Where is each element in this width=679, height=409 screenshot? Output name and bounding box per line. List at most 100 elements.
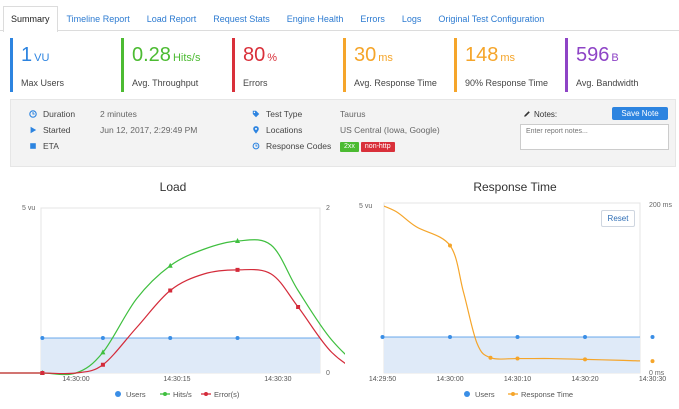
hits-point	[167, 262, 173, 268]
legend-users-marker	[115, 391, 121, 397]
errors-point	[40, 371, 45, 375]
started-value: Jun 12, 2017, 2:29:49 PM	[100, 125, 198, 135]
kpi-value: 0.28 Hits/s	[132, 44, 232, 69]
clock-icon	[29, 110, 37, 118]
tab-logs[interactable]: Logs	[401, 14, 422, 24]
locations-row: Locations	[252, 125, 302, 135]
kpi-max-users: 1 VU Max Users	[10, 38, 121, 92]
response-time-chart-title: Response Time	[473, 180, 557, 194]
errors-series-line	[0, 268, 345, 375]
kpi-label: 90% Response Time	[465, 78, 549, 88]
reset-zoom-button[interactable]: Reset	[601, 210, 635, 227]
code-badge-non-http: non-http	[360, 142, 395, 152]
kpi-90-response-time: 148 ms 90% Response Time	[454, 38, 565, 92]
y-axis-right-max: 2	[326, 205, 330, 212]
legend-label: Hits/s	[173, 390, 192, 399]
tag-icon	[252, 110, 260, 118]
code-badge-2xx: 2xx	[340, 142, 359, 152]
kpi-number: 0.28	[132, 44, 171, 66]
legend-users-marker	[464, 391, 470, 397]
kpi-number: 1	[21, 44, 33, 66]
kpi-unit: B	[611, 52, 619, 64]
x-tick-label: 14:30:00	[436, 376, 463, 383]
y-axis-right-max: 200 ms	[649, 202, 672, 209]
kpi-avg-bandwidth: 596 B Avg. Bandwidth	[565, 38, 676, 92]
kpi-number: 148	[465, 44, 499, 66]
tab-engine-health[interactable]: Engine Health	[286, 14, 344, 24]
response-codes-row: Response Codes	[252, 141, 331, 151]
test-type-value: Taurus	[340, 109, 366, 119]
users-point	[235, 336, 240, 340]
tab-load-report[interactable]: Load Report	[146, 14, 197, 24]
notes-label-row: Notes:	[523, 110, 557, 119]
errors-point	[296, 305, 301, 309]
x-tick-label: 14:30:10	[504, 376, 531, 383]
kpi-unit: VU	[34, 52, 50, 64]
pencil-icon	[524, 111, 530, 117]
notes-input[interactable]	[520, 124, 669, 150]
test-type-label: Test Type	[266, 109, 303, 119]
history-icon	[252, 142, 260, 150]
locations-value: US Central (Iowa, Google)	[340, 125, 440, 135]
kpi-value: 148 ms	[465, 44, 565, 69]
y-axis-right-min: 0	[326, 370, 330, 377]
locations-label: Locations	[266, 125, 303, 135]
load-chart: 5 vu2014:30:0014:30:1514:30:3014:30:4514…	[0, 205, 345, 399]
users-point	[168, 336, 173, 340]
legend-point-marker	[511, 392, 515, 396]
x-tick-label: 14:30:20	[571, 376, 598, 383]
tab-errors[interactable]: Errors	[360, 14, 385, 24]
kpi-number: 80	[243, 44, 266, 66]
y-axis-right-min: 0 ms	[649, 370, 665, 377]
legend-label: Error(s)	[214, 390, 240, 399]
kpi-number: 596	[576, 44, 610, 66]
users-point	[650, 335, 655, 339]
errors-point	[100, 362, 105, 367]
started-row: Started	[29, 125, 70, 135]
response-time-point	[650, 359, 655, 364]
notes-label: Notes:	[534, 110, 558, 119]
hits-series-line	[0, 239, 345, 376]
response-time-point	[448, 243, 452, 248]
kpi-label: Avg. Bandwidth	[576, 78, 639, 88]
response-codes-badges: 2xx non-http	[340, 140, 397, 152]
test-info-panel: Duration 2 minutes Started Jun 12, 2017,…	[10, 99, 676, 167]
users-point	[380, 335, 385, 339]
y-axis-left-label: 5 vu	[22, 205, 35, 212]
kpi-value: 30 ms	[354, 44, 454, 69]
x-tick-label: 14:30:30	[264, 376, 291, 383]
kpi-errors: 80% Errors	[232, 38, 343, 92]
save-note-button[interactable]: Save Note	[612, 107, 668, 120]
test-type-row: Test Type	[252, 109, 302, 119]
legend-point-marker	[204, 392, 208, 396]
kpi-label: Max Users	[21, 78, 65, 88]
response-time-chart: 5 vu 200 ms 0 ms 14:29:50 14:30:00 14:30:10 14…	[359, 202, 672, 399]
legend-label: Users	[126, 390, 146, 399]
x-tick-label: 14:30:00	[62, 376, 89, 383]
x-tick-label: 14:30:30	[639, 376, 666, 383]
tab-request-stats[interactable]: Request Stats	[213, 14, 270, 24]
kpi-unit: Hits/s	[172, 52, 201, 64]
kpi-strip: 1 VU Max Users 0.28 Hits/s Avg. Throughput…	[10, 38, 676, 92]
kpi-unit: %	[267, 52, 278, 64]
started-label: Started	[43, 125, 71, 135]
kpi-unit: ms	[500, 52, 516, 64]
tab-original-test-configuration[interactable]: Original Test Configuration	[438, 14, 545, 24]
errors-point	[235, 267, 240, 272]
duration-value: 2 minutes	[100, 109, 137, 119]
legend-label: Users	[475, 390, 495, 399]
kpi-value: 80%	[243, 44, 343, 69]
users-point	[40, 336, 45, 340]
tab-timeline-report[interactable]: Timeline Report	[66, 14, 130, 24]
response-time-point	[515, 356, 520, 361]
tab-summary[interactable]: Summary	[3, 6, 58, 32]
x-tick-label: 14:29:50	[369, 376, 396, 383]
errors-point	[168, 288, 173, 293]
hits-point	[100, 349, 106, 355]
duration-label: Duration	[43, 109, 76, 119]
response-time-point	[583, 357, 587, 362]
users-point	[100, 336, 105, 340]
hits-point	[235, 238, 241, 243]
report-tabs: Summary Timeline Report Load Report Requ…	[0, 6, 679, 32]
users-area	[384, 337, 640, 373]
